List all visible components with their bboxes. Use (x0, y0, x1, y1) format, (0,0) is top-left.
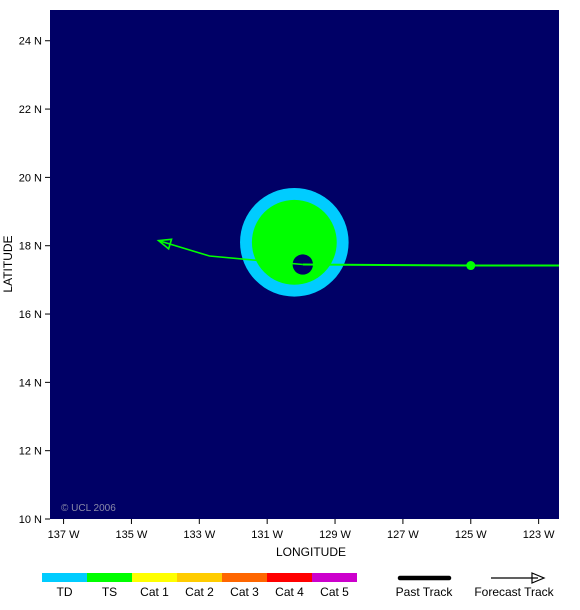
y-tick-label: 22 N (19, 104, 42, 116)
y-axis-ticks: 10 N 12 N 14 N 16 N 18 N 20 N 22 N 24 N (19, 36, 50, 526)
legend-swatch (42, 573, 87, 582)
y-axis-title: LATITUDE (1, 235, 15, 292)
legend-swatch (132, 573, 177, 582)
legend-swatch (87, 573, 132, 582)
forecast-track-line (158, 239, 303, 266)
past-track-legend: Past Track (396, 575, 454, 599)
forecast-track-legend: Forecast Track (474, 572, 555, 599)
y-tick-label: 20 N (19, 172, 42, 184)
past-track-legend-label: Past Track (396, 585, 454, 599)
x-tick-label: 125 W (455, 529, 487, 541)
ts-wind-field (251, 199, 337, 285)
legend-label: Cat 2 (185, 585, 214, 599)
x-tick-label: 123 W (523, 529, 555, 541)
map-features (156, 188, 559, 297)
category-legend: TD TS Cat 1 Cat 2 Cat 3 Cat 4 Cat 5 (42, 573, 357, 599)
x-axis-title: LONGITUDE (276, 545, 346, 559)
legend-label: TS (102, 585, 117, 599)
legend-swatch (312, 573, 357, 582)
copyright-text: © UCL 2006 (61, 503, 116, 514)
x-tick-label: 129 W (319, 529, 351, 541)
legend-label: Cat 1 (140, 585, 169, 599)
current-position-marker (466, 261, 476, 271)
legend-swatch (177, 573, 222, 582)
y-tick-label: 10 N (19, 514, 42, 526)
forecast-track-legend-arrow (531, 572, 546, 584)
y-tick-label: 24 N (19, 36, 42, 48)
legend-swatch (222, 573, 267, 582)
forecast-track-legend-label: Forecast Track (474, 585, 554, 599)
y-tick-label: 18 N (19, 241, 42, 253)
x-tick-label: 135 W (116, 529, 148, 541)
x-tick-label: 133 W (183, 529, 215, 541)
legend-label: Cat 5 (320, 585, 349, 599)
past-track-line (302, 263, 559, 267)
legend-label: Cat 3 (230, 585, 259, 599)
x-axis-ticks: 137 W 135 W 133 W 131 W 129 W 127 W 125 W 123 W (48, 519, 555, 541)
forecast-arrowhead (156, 238, 173, 251)
legend-swatch (267, 573, 312, 582)
y-tick-label: 16 N (19, 309, 42, 321)
legend-label: TD (57, 585, 73, 599)
x-tick-label: 127 W (387, 529, 419, 541)
x-tick-label: 137 W (48, 529, 80, 541)
x-tick-label: 131 W (251, 529, 283, 541)
legend-label: Cat 4 (275, 585, 304, 599)
y-tick-label: 12 N (19, 446, 42, 458)
y-tick-label: 14 N (19, 377, 42, 389)
